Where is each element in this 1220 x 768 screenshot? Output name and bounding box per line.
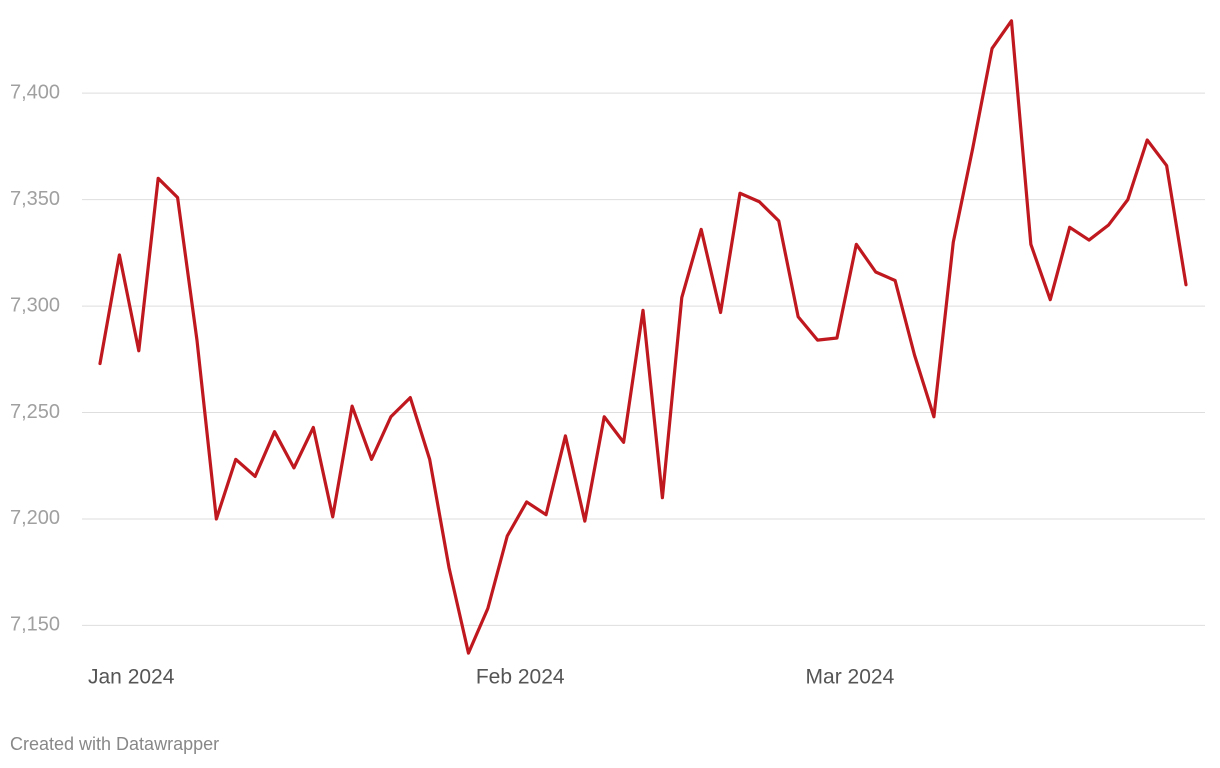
- x-tick-label: Jan 2024: [88, 666, 175, 689]
- y-tick-label: 7,350: [10, 188, 60, 210]
- y-tick-label: 7,400: [10, 81, 60, 103]
- x-tick-label: Feb 2024: [476, 666, 565, 689]
- y-tick-label: 7,200: [10, 507, 60, 529]
- x-tick-label: Mar 2024: [806, 666, 895, 689]
- y-tick-label: 7,150: [10, 614, 60, 636]
- footer: Created with Datawrapper: [10, 734, 219, 754]
- y-tick-label: 7,250: [10, 401, 60, 423]
- y-tick-label: 7,300: [10, 294, 60, 316]
- line: [98, 19, 1188, 655]
